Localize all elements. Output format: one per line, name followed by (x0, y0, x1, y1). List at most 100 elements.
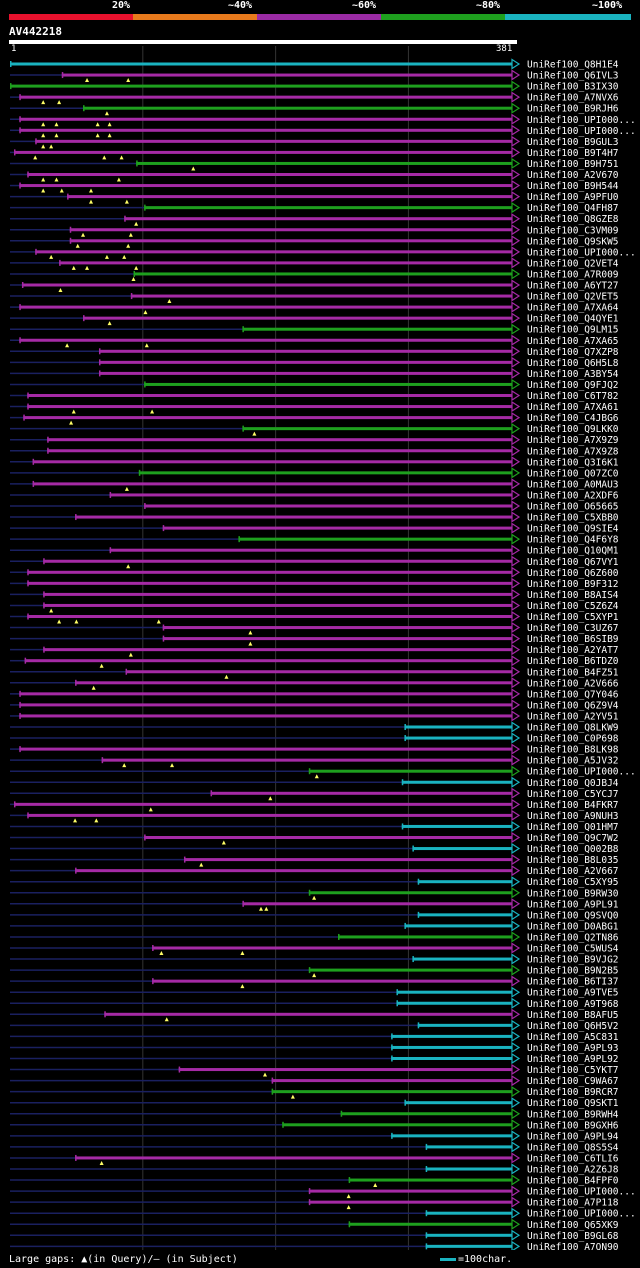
hit-label[interactable]: UniRef100_Q8LKW9 (527, 723, 619, 734)
hit-label[interactable]: UniRef100_Q8GZE8 (527, 214, 619, 225)
hit-row[interactable]: UniRef100_B4FZ51 (10, 666, 619, 679)
hit-label[interactable]: UniRef100_O65665 (527, 502, 619, 513)
hit-label[interactable]: UniRef100_C5XY95 (527, 877, 619, 888)
hit-row[interactable]: UniRef100_Q7XZP8 (10, 345, 619, 358)
hit-row[interactable]: UniRef100_Q9SVQ0 (10, 909, 619, 921)
hit-label[interactable]: UniRef100_Q3I6K1 (527, 457, 619, 468)
hit-row[interactable]: UniRef100_D0ABG1 (10, 920, 619, 932)
hit-row[interactable]: UniRef100_Q01HM7 (10, 820, 619, 833)
hit-row[interactable]: UniRef100_B9RCR7 (10, 1086, 619, 1099)
hit-label[interactable]: UniRef100_Q4QYE1 (527, 314, 619, 325)
hit-row[interactable]: UniRef100_Q65XK9 (10, 1218, 619, 1231)
hit-label[interactable]: UniRef100_A0MAU3 (527, 479, 619, 490)
hit-label[interactable]: UniRef100_B8AFU5 (527, 1010, 619, 1021)
hit-row[interactable]: UniRef100_C5XY95 (10, 876, 619, 888)
hit-row[interactable]: UniRef100_Q6H5V2 (10, 1019, 619, 1032)
hit-label[interactable]: UniRef100_UPI000... (527, 126, 636, 137)
hit-row[interactable]: UniRef100_C9WA67 (10, 1075, 619, 1087)
hit-row[interactable]: UniRef100_B9GL68 (10, 1229, 619, 1242)
hit-row[interactable]: UniRef100_B9F312 (10, 577, 619, 590)
hit-label[interactable]: UniRef100_Q9FJQ2 (527, 380, 619, 391)
hit-label[interactable]: UniRef100_B9GL68 (527, 1231, 619, 1242)
hit-row[interactable]: UniRef100_A7NVX6 (10, 91, 619, 105)
hit-row[interactable]: UniRef100_Q3I6K1 (10, 456, 619, 468)
hit-label[interactable]: UniRef100_A9NUH3 (527, 811, 619, 822)
hit-label[interactable]: UniRef100_Q9SKT1 (527, 1098, 619, 1109)
hit-row[interactable]: UniRef100_B3IX30 (10, 80, 619, 93)
hit-row[interactable]: UniRef100_B6TDZ0 (10, 655, 619, 668)
hit-label[interactable]: UniRef100_B8LK98 (527, 745, 619, 756)
hit-label[interactable]: UniRef100_Q8S5S4 (527, 1142, 619, 1153)
hit-label[interactable]: UniRef100_Q6Z9V4 (527, 700, 619, 711)
hit-row[interactable]: UniRef100_Q8LKW9 (10, 721, 619, 734)
hit-row[interactable]: UniRef100_A2V670 (10, 168, 619, 182)
hit-row[interactable]: UniRef100_B9RW30 (10, 887, 619, 900)
hit-row[interactable]: UniRef100_B9GUL3 (10, 135, 619, 149)
hit-row[interactable]: UniRef100_UPI000... (10, 1185, 636, 1199)
hit-label[interactable]: UniRef100_UPI000... (527, 1187, 636, 1198)
hit-label[interactable]: UniRef100_B4FPF0 (527, 1176, 619, 1187)
hit-label[interactable]: UniRef100_B8L035 (527, 855, 619, 866)
hit-label[interactable]: UniRef100_B9F312 (527, 579, 619, 590)
hit-label[interactable]: UniRef100_Q07ZC0 (527, 468, 619, 479)
hit-label[interactable]: UniRef100_UPI000... (527, 767, 636, 778)
hit-label[interactable]: UniRef100_A7X9Z8 (527, 446, 619, 457)
hit-row[interactable]: UniRef100_A2YAT7 (10, 644, 619, 657)
hit-label[interactable]: UniRef100_A2V666 (527, 678, 619, 689)
hit-label[interactable]: UniRef100_C3UZ67 (527, 623, 619, 634)
hit-label[interactable]: UniRef100_Q2VET4 (527, 258, 619, 269)
hit-row[interactable]: UniRef100_C3UZ67 (10, 621, 619, 635)
hit-row[interactable]: UniRef100_Q8S5S4 (10, 1141, 619, 1153)
hit-row[interactable]: UniRef100_A9PL92 (10, 1052, 619, 1065)
hit-row[interactable]: UniRef100_A9PFU0 (10, 191, 619, 204)
hit-label[interactable]: UniRef100_D0ABG1 (527, 921, 619, 932)
hit-label[interactable]: UniRef100_A5JV32 (527, 756, 619, 767)
hit-label[interactable]: UniRef100_B9RJH6 (527, 104, 619, 115)
hit-row[interactable]: UniRef100_UPI000... (10, 1207, 636, 1220)
hit-row[interactable]: UniRef100_A9T968 (10, 997, 619, 1010)
hit-label[interactable]: UniRef100_Q2VET5 (527, 292, 619, 303)
hit-row[interactable]: UniRef100_C5Z6Z4 (10, 599, 619, 613)
hit-row[interactable]: UniRef100_Q9SKT1 (10, 1097, 619, 1109)
hit-label[interactable]: UniRef100_A7R009 (527, 269, 619, 280)
hit-row[interactable]: UniRef100_Q6Z600 (10, 566, 619, 579)
hit-label[interactable]: UniRef100_Q8H1E4 (527, 60, 619, 71)
hit-row[interactable]: UniRef100_Q4QYE1 (10, 312, 619, 326)
hit-label[interactable]: UniRef100_C5XBB0 (527, 513, 619, 524)
hit-label[interactable]: UniRef100_B4FKR7 (527, 800, 619, 811)
hit-row[interactable]: UniRef100_UPI000... (10, 246, 636, 259)
hit-row[interactable]: UniRef100_C6TLI6 (10, 1152, 619, 1165)
hit-label[interactable]: UniRef100_C3VM09 (527, 225, 619, 236)
hit-row[interactable]: UniRef100_Q9C7W2 (10, 831, 619, 845)
hit-row[interactable]: UniRef100_B8LK98 (10, 743, 619, 756)
hit-row[interactable]: UniRef100_Q2VET4 (10, 257, 619, 270)
hit-label[interactable]: UniRef100_C5YKT7 (527, 1065, 619, 1076)
hit-row[interactable]: UniRef100_C5YCJ7 (10, 787, 619, 801)
hit-row[interactable]: UniRef100_A7R009 (10, 268, 619, 281)
hit-label[interactable]: UniRef100_UPI000... (527, 1209, 636, 1220)
hit-label[interactable]: UniRef100_Q01HM7 (527, 822, 619, 833)
hit-row[interactable]: UniRef100_A7P118 (10, 1196, 619, 1210)
hit-row[interactable]: UniRef100_A9PL94 (10, 1130, 619, 1142)
hit-row[interactable]: UniRef100_C3VM09 (10, 224, 619, 237)
hit-row[interactable]: UniRef100_A7QN90 (10, 1240, 619, 1250)
hit-label[interactable]: UniRef100_C6T782 (527, 391, 619, 402)
hit-label[interactable]: UniRef100_A9PL91 (527, 899, 619, 910)
hit-row[interactable]: UniRef100_Q6Z9V4 (10, 699, 619, 711)
hit-row[interactable]: UniRef100_Q9SIE4 (10, 522, 619, 535)
hit-label[interactable]: UniRef100_B3IX30 (527, 82, 619, 93)
hit-label[interactable]: UniRef100_A5C831 (527, 1032, 619, 1043)
hit-row[interactable]: UniRef100_A7X9Z8 (10, 445, 619, 457)
hit-row[interactable]: UniRef100_B8L035 (10, 854, 619, 867)
hit-label[interactable]: UniRef100_B9T4H7 (527, 148, 619, 159)
hit-row[interactable]: UniRef100_A9NUH3 (10, 809, 619, 823)
hit-row[interactable]: UniRef100_C6T782 (10, 389, 619, 402)
hit-label[interactable]: UniRef100_C5YCJ7 (527, 789, 619, 800)
hit-row[interactable]: UniRef100_B9GXH6 (10, 1119, 619, 1131)
hit-row[interactable]: UniRef100_B9RWH4 (10, 1108, 619, 1120)
hit-label[interactable]: UniRef100_A7XA65 (527, 336, 619, 347)
hit-label[interactable]: UniRef100_A9PFU0 (527, 192, 619, 203)
hit-label[interactable]: UniRef100_Q6H5V2 (527, 1021, 619, 1032)
hit-row[interactable]: UniRef100_Q9FJQ2 (10, 378, 619, 391)
hit-label[interactable]: UniRef100_A7X9Z9 (527, 435, 619, 446)
